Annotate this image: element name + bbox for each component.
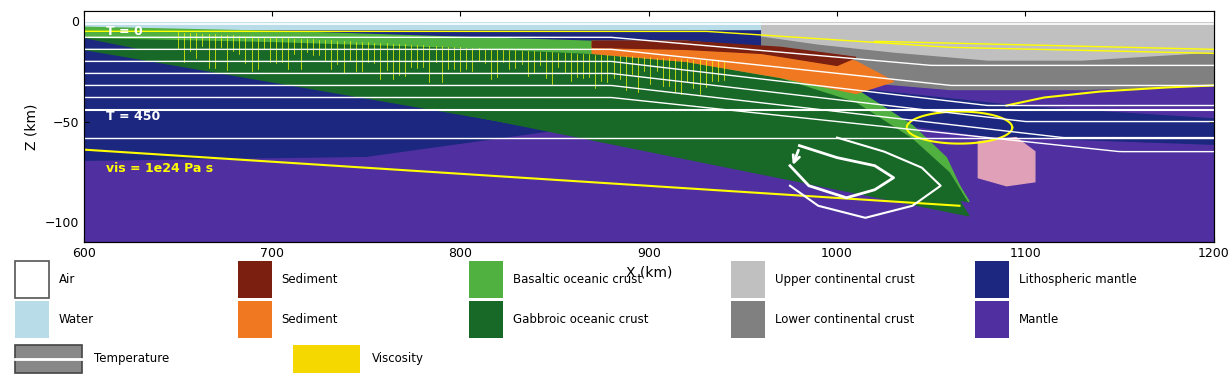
Polygon shape: [84, 21, 762, 29]
Text: Gabbroic oceanic crust: Gabbroic oceanic crust: [513, 313, 649, 326]
Polygon shape: [84, 27, 969, 202]
Text: Lower continental crust: Lower continental crust: [776, 313, 915, 326]
Bar: [15, 261, 49, 298]
Bar: [975, 261, 1009, 298]
X-axis label: X (km): X (km): [625, 265, 672, 279]
Bar: [238, 301, 272, 338]
Bar: [293, 345, 359, 372]
Bar: [731, 301, 766, 338]
Text: vis = 1e24 Pa s: vis = 1e24 Pa s: [106, 162, 213, 175]
Text: Lithospheric mantle: Lithospheric mantle: [1019, 273, 1136, 286]
Text: Upper continental crust: Upper continental crust: [776, 273, 915, 286]
Bar: [15, 345, 81, 372]
Polygon shape: [84, 98, 1214, 242]
Bar: [469, 261, 503, 298]
Polygon shape: [762, 21, 1214, 62]
Text: Water: Water: [59, 313, 94, 326]
Bar: [731, 261, 766, 298]
Bar: [975, 301, 1009, 338]
Text: T = 450: T = 450: [106, 110, 160, 123]
Text: Sediment: Sediment: [282, 313, 339, 326]
Bar: [469, 301, 503, 338]
Text: T = 0: T = 0: [106, 25, 143, 38]
Polygon shape: [979, 138, 1035, 186]
Polygon shape: [592, 41, 856, 65]
Polygon shape: [592, 41, 894, 93]
Bar: [238, 261, 272, 298]
Text: Basaltic oceanic crust: Basaltic oceanic crust: [513, 273, 643, 286]
Polygon shape: [762, 38, 1214, 90]
Y-axis label: Z (km): Z (km): [25, 104, 39, 150]
Polygon shape: [84, 11, 1214, 21]
Text: Air: Air: [59, 273, 75, 286]
Bar: [15, 301, 49, 338]
Text: Sediment: Sediment: [282, 273, 339, 286]
Text: Temperature: Temperature: [94, 352, 169, 365]
Polygon shape: [762, 51, 1214, 117]
Text: Mantle: Mantle: [1019, 313, 1059, 326]
Text: Viscosity: Viscosity: [372, 352, 423, 365]
Polygon shape: [84, 38, 969, 216]
